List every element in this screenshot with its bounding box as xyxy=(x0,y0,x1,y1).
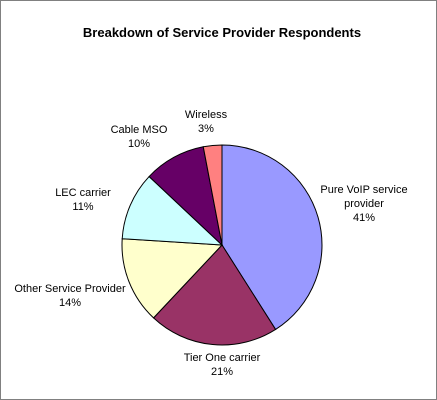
pie-slice-2 xyxy=(152,244,277,346)
pie-slice-4 xyxy=(121,175,224,246)
pie-slice-1 xyxy=(221,144,323,331)
slice-percent-label: 11% xyxy=(72,201,93,213)
slice-name-label: Cable MSO xyxy=(111,124,168,136)
pie-slices xyxy=(121,144,323,346)
slice-percent-label: 10% xyxy=(128,138,150,150)
slice-name-label: Tier One carrier xyxy=(184,352,261,364)
slice-percent-label: 41% xyxy=(353,212,375,224)
pie-slice-3 xyxy=(121,238,224,319)
slice-name-label: Pure VoIP service xyxy=(320,184,407,196)
pie-slice-6 xyxy=(202,144,223,246)
slice-name-label: provider xyxy=(344,198,384,210)
chart-title: Breakdown of Service Provider Respondent… xyxy=(83,25,361,40)
slice-name-label: LEC carrier xyxy=(55,187,111,199)
pie-labels: Pure VoIP service provider 41% Tier One car… xyxy=(14,109,407,378)
slice-name-label: Other Service Provider xyxy=(14,283,126,295)
slice-percent-label: 21% xyxy=(211,366,233,378)
slice-name-label: Wireless xyxy=(185,109,228,121)
slice-percent-label: 14% xyxy=(59,297,81,309)
slice-percent-label: 3% xyxy=(198,123,214,135)
